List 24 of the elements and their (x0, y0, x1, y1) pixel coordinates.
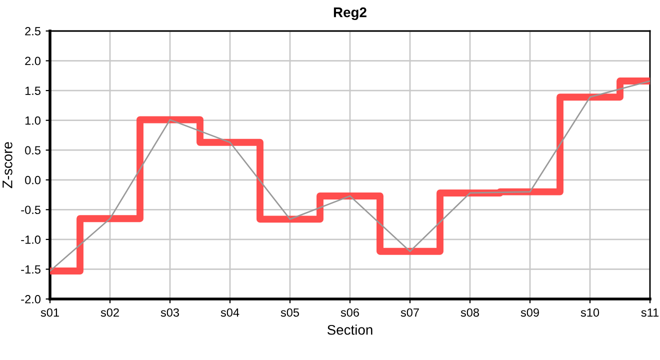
y-tick-label: 1.0 (25, 116, 41, 125)
x-tick-label: s08 (460, 308, 480, 317)
x-tick-label: s02 (100, 308, 119, 317)
y-tick-label: -2.0 (21, 295, 41, 304)
x-tick-label: s10 (580, 308, 600, 317)
x-tick-label: s01 (40, 308, 59, 317)
y-tick-label: -1.5 (21, 265, 40, 274)
chart-title: Reg2 (334, 7, 366, 20)
x-tick-label: s04 (220, 308, 240, 317)
y-tick-label: -1.0 (21, 235, 41, 244)
y-tick-label: 0.5 (25, 146, 40, 155)
y-axis-title: Z-score (2, 142, 12, 188)
y-tick-label: 0.0 (25, 176, 41, 184)
y-tick-label: 2.0 (25, 56, 41, 66)
y-tick-label: 1.5 (25, 86, 40, 95)
x-tick-label: s09 (520, 308, 539, 317)
y-tick-label: 2.5 (25, 27, 40, 36)
x-axis-title: Section (327, 324, 372, 335)
x-tick-label: s03 (160, 308, 179, 317)
x-tick-label: s05 (280, 308, 300, 317)
y-tick-label: -0.5 (21, 206, 40, 214)
x-tick-label: s07 (400, 308, 419, 317)
x-tick-label: s11 (641, 308, 659, 317)
x-tick-label: s06 (340, 308, 359, 317)
